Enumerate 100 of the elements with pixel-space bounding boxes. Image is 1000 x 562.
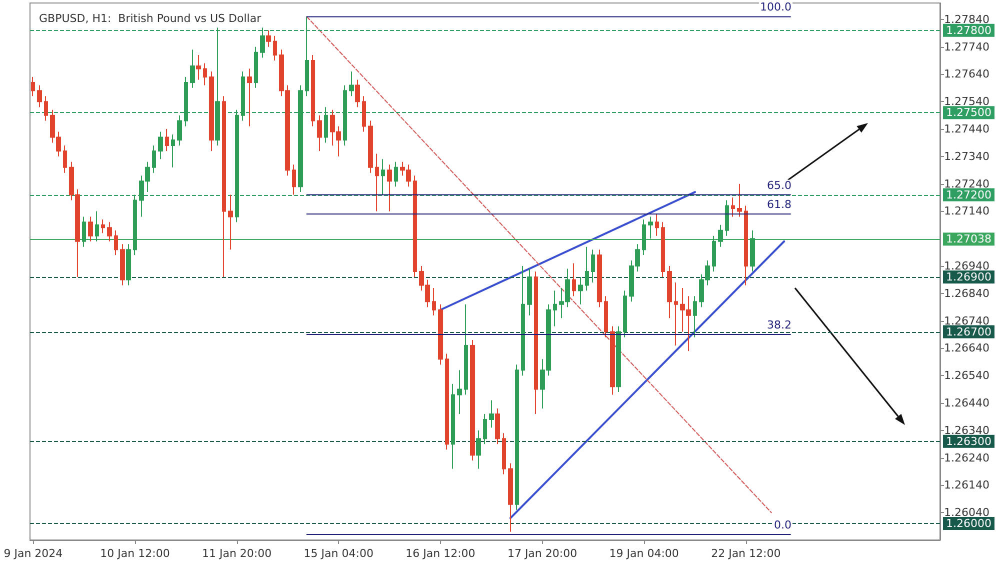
candlestick xyxy=(489,400,494,428)
candlestick xyxy=(387,164,392,212)
y-tick-label: 1.27440 xyxy=(944,122,990,136)
candlestick xyxy=(413,175,417,278)
candlestick xyxy=(349,70,354,97)
candlestick xyxy=(37,84,42,108)
candlestick xyxy=(597,249,602,308)
candlestick xyxy=(534,271,538,414)
candlestick xyxy=(725,200,729,236)
ref-line-label: 1.26000 xyxy=(946,517,992,530)
x-tick-label: 9 Jan 2024 xyxy=(4,547,63,560)
ref-line-label: 1.26900 xyxy=(946,270,992,284)
candlestick xyxy=(553,290,557,327)
candlestick xyxy=(247,68,252,127)
candlestick xyxy=(158,131,163,160)
candlestick xyxy=(591,249,595,283)
ref-line-label: 1.27800 xyxy=(946,24,992,37)
y-tick-label: 1.27640 xyxy=(944,68,990,81)
candlestick xyxy=(445,353,449,450)
candlestick xyxy=(254,46,258,88)
candlestick xyxy=(674,282,678,346)
y-tick-label: 1.26640 xyxy=(944,342,990,355)
candlestick xyxy=(44,96,48,122)
candlestick xyxy=(394,161,398,188)
candlestick xyxy=(572,262,576,297)
ref-line-label: 1.27200 xyxy=(946,188,992,202)
x-tick-label: 19 Jan 04:00 xyxy=(609,547,679,560)
series-label: 100.0 xyxy=(760,0,792,14)
candlestick xyxy=(228,194,233,250)
candlestick xyxy=(495,408,500,445)
ref-line-label: 1.26700 xyxy=(946,325,992,338)
series-label: 61.8 xyxy=(766,198,792,211)
y-tick-label: 1.27140 xyxy=(944,204,990,218)
candlestick xyxy=(737,183,742,218)
candlestick xyxy=(152,144,156,174)
candlestick xyxy=(126,244,131,286)
y-tick-label: 1.27740 xyxy=(944,40,990,54)
candlestick xyxy=(273,35,277,62)
y-tick-label: 1.27340 xyxy=(944,150,990,163)
candlestick xyxy=(165,128,169,152)
y-tick-label: 1.27240 xyxy=(944,177,990,190)
candlestick xyxy=(438,304,443,366)
candlestick xyxy=(731,197,735,218)
candlestick xyxy=(655,213,659,236)
candlestick xyxy=(432,287,436,316)
y-tick-label: 1.26440 xyxy=(944,396,990,410)
candlestick xyxy=(483,413,487,445)
y-tick-label: 1.26840 xyxy=(944,286,990,300)
candlestick xyxy=(527,268,532,316)
ref-line-label: 1.26300 xyxy=(946,434,992,448)
ref-line-label: 1.27038 xyxy=(946,232,992,246)
candlestick xyxy=(508,462,513,532)
ref-line-label: 1.27500 xyxy=(946,106,992,120)
candlestick xyxy=(203,62,207,86)
candlestick xyxy=(114,230,118,256)
text: GBPUSD, H1: British Pound vs US Dollar xyxy=(39,12,262,25)
candlestick xyxy=(31,76,35,97)
y-tick-label: 1.26340 xyxy=(944,424,990,437)
candlestick xyxy=(88,216,93,242)
candlestick xyxy=(476,430,481,470)
candlestick xyxy=(311,54,315,127)
x-tick-label: 17 Jan 20:00 xyxy=(507,547,578,560)
x-tick-label: 10 Jan 12:00 xyxy=(100,547,170,560)
candlestick xyxy=(375,153,379,212)
candlestick xyxy=(222,96,226,278)
candlestick xyxy=(171,134,175,168)
y-tick-label: 1.26140 xyxy=(944,478,990,492)
y-tick-label: 1.26040 xyxy=(944,506,990,520)
candlestick xyxy=(355,79,360,108)
candlestick xyxy=(667,266,672,319)
candlestick xyxy=(464,304,468,396)
candlestick xyxy=(457,370,462,414)
candlestick xyxy=(107,222,112,242)
candlestick xyxy=(585,246,589,292)
candlestick xyxy=(661,222,665,278)
x-tick-label: 22 Jan 12:00 xyxy=(711,547,781,560)
series-label: 38.2 xyxy=(766,318,792,332)
candlestick xyxy=(578,276,583,305)
series-label: 0.0 xyxy=(774,518,792,532)
y-tick-label: 1.26240 xyxy=(944,451,990,464)
y-tick-label: 1.26740 xyxy=(944,314,990,328)
y-tick-label: 1.26940 xyxy=(944,260,990,273)
x-tick-label: 11 Jan 20:00 xyxy=(202,547,272,560)
candlestick xyxy=(515,364,519,510)
y-tick-label: 1.26540 xyxy=(944,369,990,382)
candlestick xyxy=(177,114,182,146)
candlestick xyxy=(521,266,525,376)
candlestick xyxy=(381,158,385,196)
candlestick xyxy=(368,120,373,174)
candlestick xyxy=(744,205,748,286)
x-tick-label: 16 Jan 12:00 xyxy=(406,547,476,560)
candlestick xyxy=(266,30,271,48)
candlestick xyxy=(604,296,608,338)
y-tick-label: 1.27840 xyxy=(944,12,990,26)
candlestick xyxy=(693,296,697,338)
candlestick xyxy=(292,164,296,196)
candlestick xyxy=(470,339,475,462)
candlestick xyxy=(616,326,621,393)
candlestick xyxy=(451,383,455,470)
candlestick xyxy=(209,70,214,152)
